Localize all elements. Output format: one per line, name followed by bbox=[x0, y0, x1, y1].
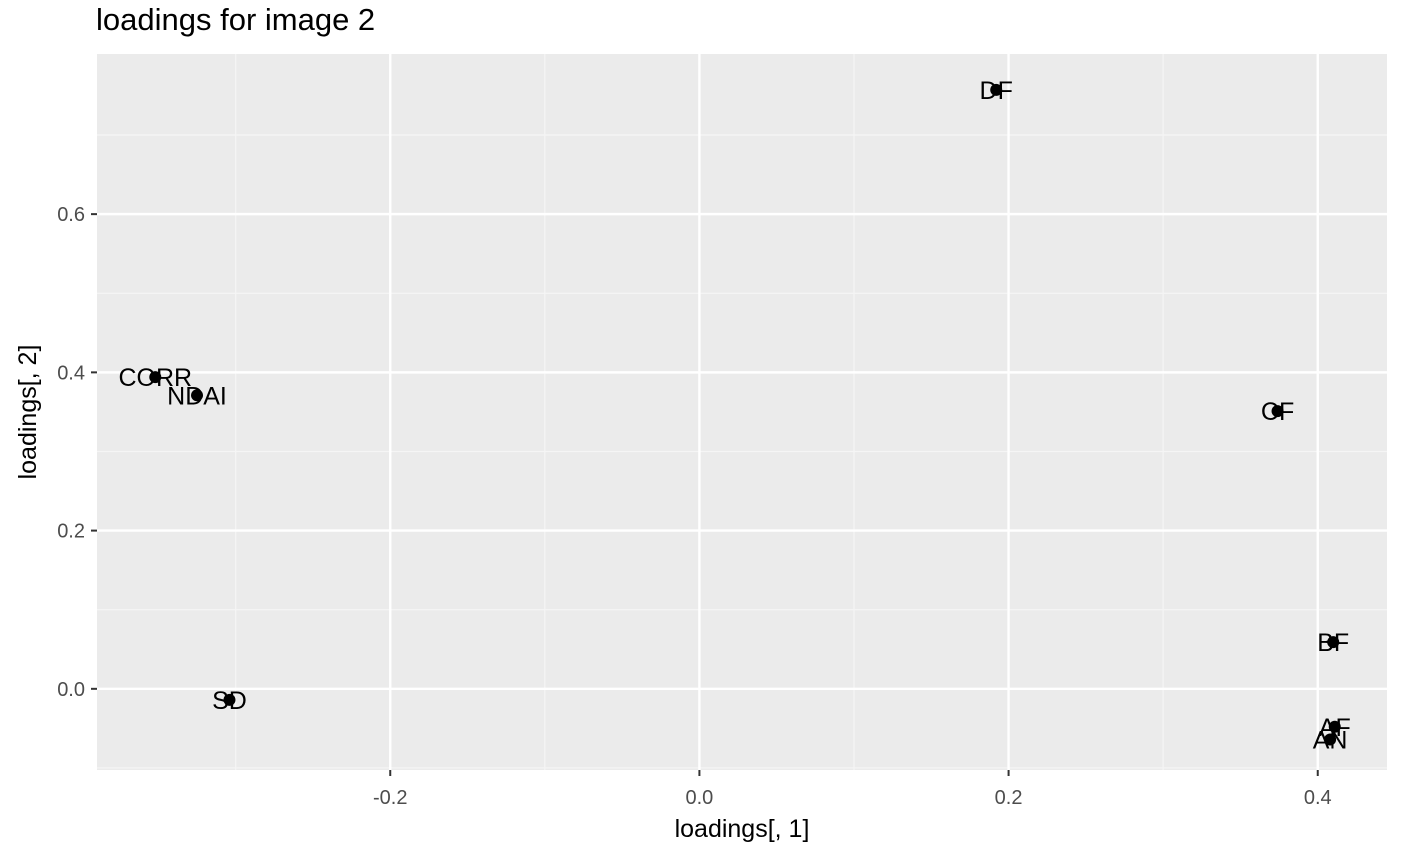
point-label: DF bbox=[980, 77, 1013, 105]
major-grid bbox=[97, 54, 1387, 770]
data-points bbox=[149, 83, 1341, 746]
data-point bbox=[149, 371, 162, 384]
point-label: SD bbox=[212, 687, 247, 715]
y-tick-label: 0.4 bbox=[57, 362, 85, 384]
x-axis-title: loadings[, 1] bbox=[675, 815, 810, 843]
x-tick-label: 0.2 bbox=[995, 787, 1023, 809]
point-label: AF bbox=[1319, 714, 1351, 742]
data-point bbox=[990, 83, 1003, 96]
y-tick-label: 0.6 bbox=[57, 204, 85, 226]
data-point bbox=[1328, 720, 1341, 733]
x-tick-label: 0.4 bbox=[1304, 787, 1332, 809]
point-label: AN bbox=[1313, 726, 1348, 754]
y-axis-title: loadings[, 2] bbox=[14, 345, 42, 480]
x-tick-label: 0.0 bbox=[686, 787, 714, 809]
point-label: BF bbox=[1317, 629, 1349, 657]
y-tick-label: 0.0 bbox=[57, 679, 85, 701]
data-point bbox=[1271, 405, 1284, 418]
data-point bbox=[223, 693, 236, 706]
y-axis: 0.0 0.2 0.4 0.6 bbox=[57, 204, 97, 701]
x-tick-label: -0.2 bbox=[373, 787, 407, 809]
x-axis: -0.2 0.0 0.2 0.4 bbox=[373, 770, 1332, 809]
point-label: NDAI bbox=[167, 382, 227, 410]
y-tick-label: 0.2 bbox=[57, 521, 85, 543]
point-label: CF bbox=[1261, 398, 1294, 426]
data-point bbox=[1327, 636, 1340, 649]
plot-panel bbox=[97, 54, 1387, 770]
point-label: CORR bbox=[118, 364, 192, 392]
data-point bbox=[191, 389, 204, 402]
chart-title: loadings for image 2 bbox=[96, 2, 376, 37]
data-point bbox=[1324, 733, 1337, 746]
minor-grid bbox=[97, 54, 1387, 770]
